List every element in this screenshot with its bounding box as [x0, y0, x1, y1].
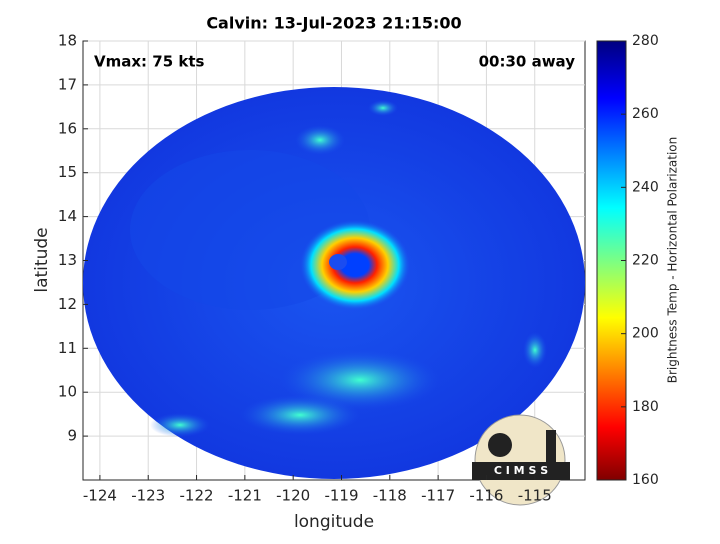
- x-tick-label: -117: [421, 487, 455, 505]
- x-axis-label: longitude: [294, 512, 374, 532]
- y-tick-label: 14: [58, 207, 77, 225]
- x-tick-label: -121: [228, 487, 262, 505]
- y-tick-label: 15: [58, 163, 77, 181]
- colorbar-tick-label: 260: [632, 106, 659, 122]
- y-tick-label: 13: [58, 251, 77, 269]
- y-tick-label: 17: [58, 75, 77, 93]
- colorbar-tick-label: 160: [632, 472, 659, 488]
- chart-title: Calvin: 13-Jul-2023 21:15:00: [206, 14, 461, 33]
- x-tick-label: -123: [131, 487, 165, 505]
- colorbar-tick-label: 200: [632, 326, 659, 342]
- x-tick-label: -118: [373, 487, 407, 505]
- y-tick-label: 10: [58, 383, 77, 401]
- x-tick-label: -115: [518, 487, 552, 505]
- colorbar-tick-label: 220: [632, 253, 659, 269]
- y-tick-label: 18: [58, 32, 77, 50]
- logo-text: C I M S S: [494, 464, 548, 477]
- x-tick-label: -120: [276, 487, 310, 505]
- x-tick-label: -124: [83, 487, 117, 505]
- y-tick-label: 11: [58, 339, 77, 357]
- cimss-logo: C I M S S: [472, 414, 570, 506]
- satellite-image: [83, 87, 585, 479]
- annotation: Vmax: 75 kts: [94, 53, 204, 71]
- y-tick-label: 9: [67, 427, 77, 445]
- x-tick-label: -116: [469, 487, 503, 505]
- y-tick-label: 16: [58, 119, 77, 137]
- colorbar-tick-label: 280: [632, 33, 659, 49]
- x-tick-label: -119: [324, 487, 358, 505]
- colorbar-tick-label: 180: [632, 399, 659, 415]
- y-axis-label: latitude: [32, 227, 52, 292]
- colorbar-label: Brightness Temp - Horizontal Polarizatio…: [666, 137, 680, 384]
- x-tick-label: -122: [180, 487, 214, 505]
- y-tick-label: 12: [58, 295, 77, 313]
- colorbar-tick-label: 240: [632, 179, 659, 195]
- annotation: 00:30 away: [479, 53, 576, 71]
